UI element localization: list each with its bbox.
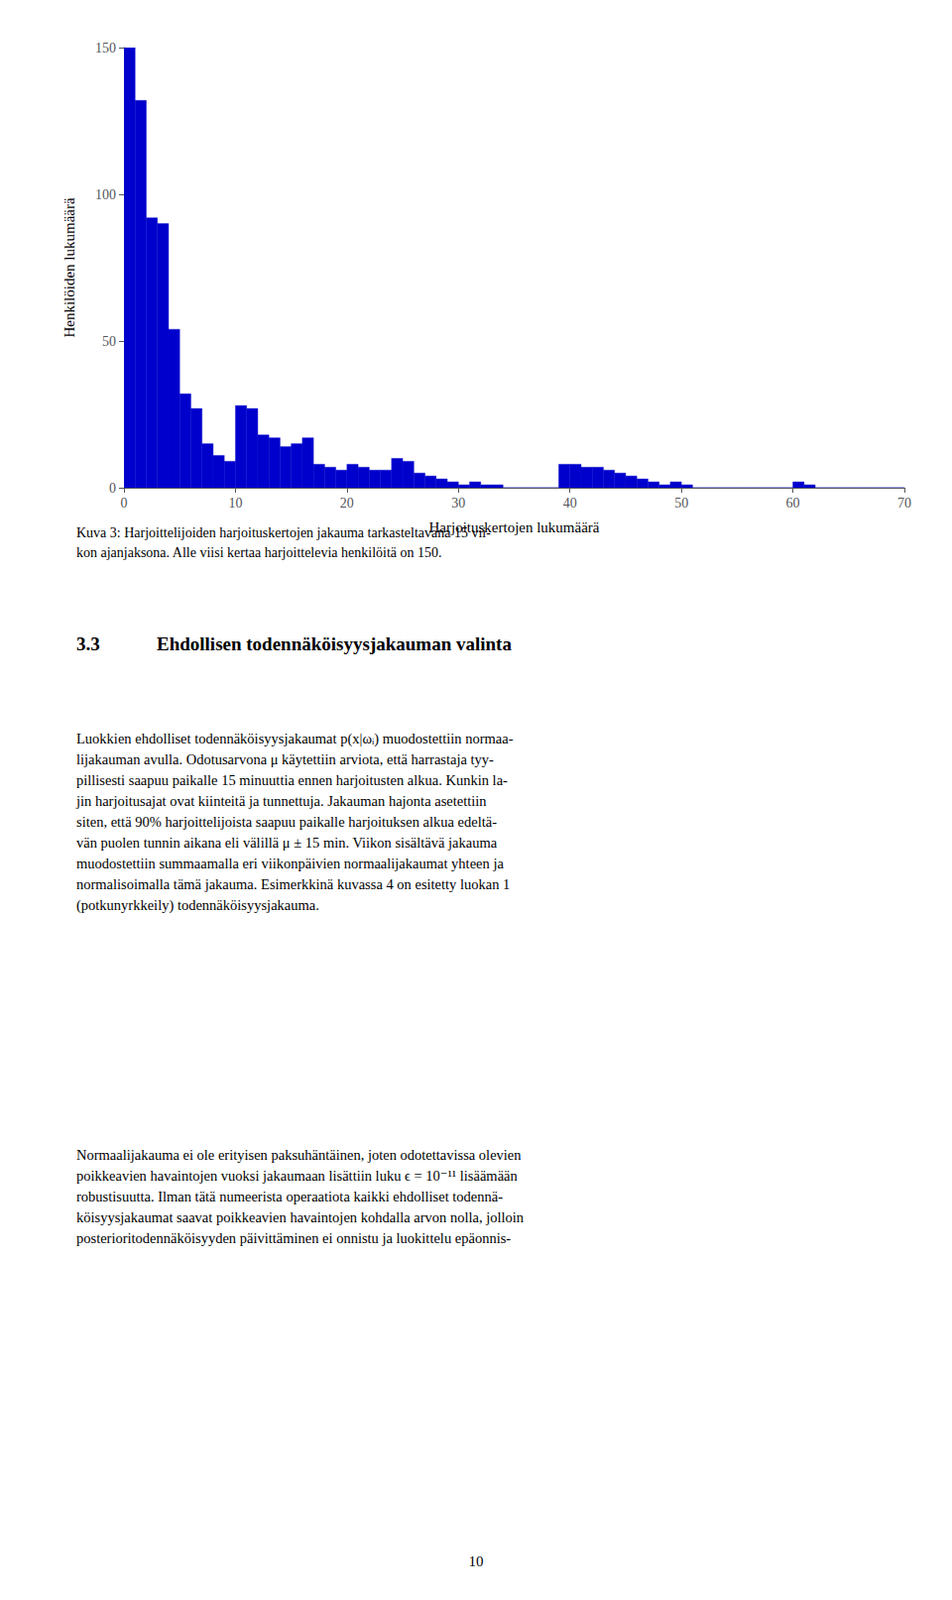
svg-text:100: 100 <box>95 187 117 203</box>
svg-text:robustisuutta. Ilman tätä nume: robustisuutta. Ilman tätä numeerista ope… <box>76 1189 503 1205</box>
svg-text:posterioritodennäköisyyden päi: posterioritodennäköisyyden päivittäminen… <box>76 1230 511 1247</box>
svg-text:40: 40 <box>563 495 578 511</box>
svg-text:Normaalijakauma ei ole erityis: Normaalijakauma ei ole erityisen paksuhä… <box>76 1147 522 1164</box>
svg-text:Henkilöiden lukumäärä: Henkilöiden lukumäärä <box>61 197 78 339</box>
svg-text:lijakauman avulla. Odotusarvon: lijakauman avulla. Odotusarvona μ käytet… <box>76 751 494 768</box>
svg-text:muodostettiin summaamalla eri: muodostettiin summaamalla eri viikonpäiv… <box>76 855 504 872</box>
svg-text:(potkunyrkkeily) todennäköisyy: (potkunyrkkeily) todennäköisyysjakauma. <box>76 897 320 915</box>
svg-text:poikkeavien havaintojen vuoksi: poikkeavien havaintojen vuoksi jakaumaan… <box>76 1168 518 1185</box>
svg-text:10: 10 <box>228 495 242 511</box>
svg-text:Kuva 3: Harjoittelijoiden harj: Kuva 3: Harjoittelijoiden harjoituskerto… <box>76 525 491 541</box>
svg-text:Harjoituskertojen lukumäärä: Harjoituskertojen lukumäärä <box>428 519 599 536</box>
svg-text:60: 60 <box>786 495 801 511</box>
svg-text:20: 20 <box>340 495 355 511</box>
svg-text:jin harjoitusajat ovat kiintei: jin harjoitusajat ovat kiinteitä ja tunn… <box>75 793 487 810</box>
svg-text:50: 50 <box>674 495 689 511</box>
svg-text:kon ajanjaksona. Alle viisi ke: kon ajanjaksona. Alle viisi kertaa harjo… <box>76 545 443 561</box>
svg-text:3.3: 3.3 <box>76 633 101 655</box>
svg-text:150: 150 <box>95 40 117 56</box>
svg-text:0: 0 <box>120 495 128 511</box>
svg-text:pillisesti saapuu paikalle 15: pillisesti saapuu paikalle 15 minuuttia … <box>76 772 508 789</box>
svg-text:10: 10 <box>469 1553 484 1570</box>
svg-text:30: 30 <box>451 495 466 511</box>
svg-text:70: 70 <box>897 495 912 511</box>
svg-text:siten, että 90% harjoittelijoi: siten, että 90% harjoittelijoista saapuu… <box>76 814 497 831</box>
svg-text:normalisoimalla tämä jakauma.: normalisoimalla tämä jakauma. Esimerkkin… <box>76 876 510 893</box>
svg-text:vän puolen tunnin aikana eli v: vän puolen tunnin aikana eli välillä μ ±… <box>76 834 498 851</box>
svg-text:50: 50 <box>102 334 117 350</box>
svg-text:0: 0 <box>109 480 117 496</box>
svg-text:Luokkien ehdolliset todennäköi: Luokkien ehdolliset todennäköisyysjakaum… <box>76 730 514 748</box>
svg-text:köisyysjakaumat saavat poikkea: köisyysjakaumat saavat poikkeavien havai… <box>76 1209 525 1226</box>
svg-text:Ehdollisen todennäköisyysjakau: Ehdollisen todennäköisyysjakauman valint… <box>156 633 512 655</box>
